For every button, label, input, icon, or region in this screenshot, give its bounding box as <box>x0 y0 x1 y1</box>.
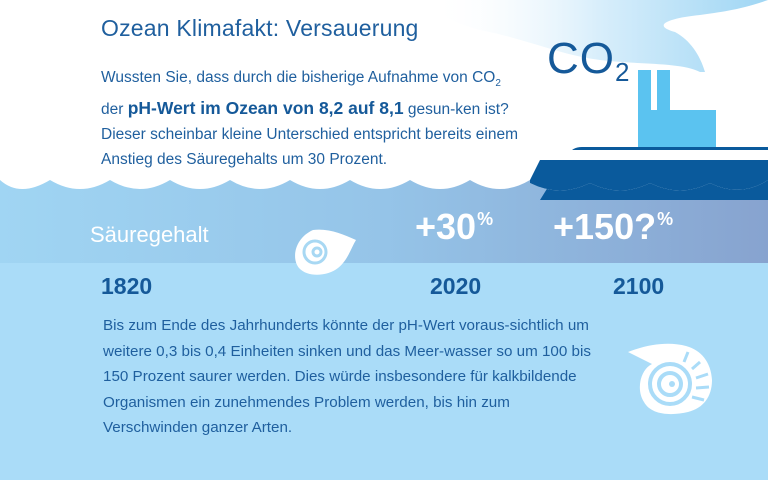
year-2100: 2100 <box>613 273 665 299</box>
body-paragraph: Bis zum Ende des Jahrhunderts könnte der… <box>103 317 591 437</box>
wave-line-icon <box>0 150 768 191</box>
intro-text-start: Wussten Sie, dass durch die bisherige Au… <box>101 69 496 86</box>
unit-text: % <box>477 209 494 229</box>
acidity-value-2100: +150?% <box>553 206 673 248</box>
value-text: +30 <box>415 206 477 247</box>
intro-highlight: pH-Wert im Ozean von 8,2 auf 8,1 <box>127 98 404 119</box>
acidity-value-2020: +30% <box>415 206 493 248</box>
smoke-plume-icon <box>430 0 768 72</box>
snail-shell-icon <box>295 229 356 275</box>
acidity-label: Säuregehalt <box>90 222 209 247</box>
intro-co2-subscript: 2 <box>495 78 501 90</box>
sea-area <box>0 263 768 480</box>
co2-text: CO <box>547 34 615 83</box>
co2-label: CO2 <box>547 34 630 88</box>
ammonite-shell-icon <box>628 343 712 415</box>
intro-paragraph: Wussten Sie, dass durch die bisherige Au… <box>101 65 541 172</box>
year-1820: 1820 <box>101 273 153 299</box>
value-text: +150? <box>553 206 657 247</box>
intro-text-der: der <box>101 101 128 119</box>
co2-subscript: 2 <box>615 57 631 87</box>
intro-text-end: gesun-ken ist? Dieser scheinbar kleine U… <box>101 101 518 169</box>
page-title: Ozean Klimafakt: Versauerung <box>101 15 419 41</box>
unit-text: % <box>657 209 674 229</box>
year-2020: 2020 <box>430 273 482 299</box>
